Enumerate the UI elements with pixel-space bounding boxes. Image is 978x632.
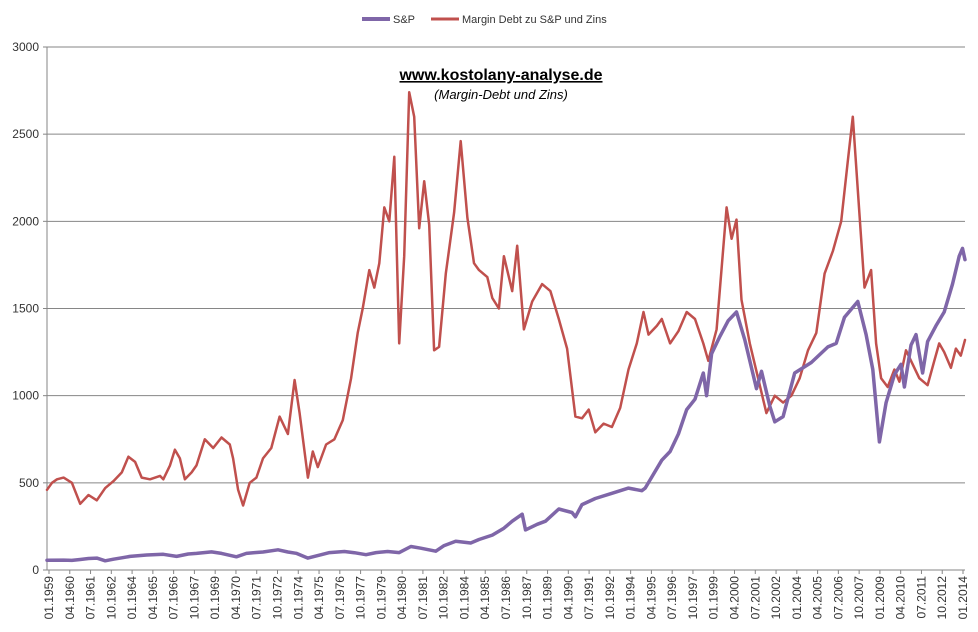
x-tick-label: 01.1974	[291, 576, 305, 620]
series-line-margin-debt	[45, 91, 967, 507]
x-tick-label: 07.1981	[416, 576, 430, 620]
y-tick-label: 0	[32, 563, 39, 577]
x-tick-label: 10.2007	[852, 576, 866, 620]
x-tick-label: 10.1987	[520, 576, 534, 620]
x-tick-label: 01.1959	[42, 576, 56, 620]
x-tick-label: 07.1966	[167, 576, 181, 620]
chart-subtitle: (Margin-Debt und Zins)	[434, 87, 568, 102]
y-tick-label: 500	[19, 476, 39, 490]
x-tick-label: 10.2012	[935, 576, 949, 620]
x-tick-label: 07.2011	[914, 576, 928, 619]
x-tick-label: 07.1961	[84, 576, 98, 620]
x-tick-label: 07.1991	[582, 576, 596, 620]
x-tick-label: 07.1971	[250, 576, 264, 620]
y-tick-label: 1000	[12, 389, 39, 403]
x-tick-label: 10.1982	[437, 576, 451, 620]
legend: S&P Margin Debt zu S&P und Zins	[362, 14, 607, 26]
x-tick-label: 04.1990	[561, 576, 575, 620]
x-tick-label: 07.2006	[831, 576, 845, 620]
x-tick-label: 01.1964	[125, 576, 139, 620]
x-tick-label: 01.1994	[624, 576, 638, 620]
x-tick-label: 04.1980	[395, 576, 409, 620]
series-line-sp	[45, 246, 967, 563]
legend-label-margin-debt: Margin Debt zu S&P und Zins	[462, 14, 607, 26]
grid-lines	[47, 46, 965, 484]
x-tick-labels: 01.1959 04.1960 07.1961 10.1962 01.1964 04.19…	[42, 570, 970, 619]
x-tick-label: 01.1984	[457, 576, 471, 620]
x-tick-label: 01.2009	[873, 576, 887, 620]
x-tick-label: 07.1976	[333, 576, 347, 620]
x-tick-label: 04.2005	[811, 576, 825, 620]
x-tick-label: 01.1989	[541, 576, 555, 620]
x-tick-label: 04.1965	[146, 576, 160, 620]
x-tick-label: 04.2010	[894, 576, 908, 620]
y-tick-labels: 0 500 1000 1500 2000 2500 3000	[12, 40, 47, 577]
x-tick-label: 10.1997	[686, 576, 700, 620]
x-tick-label: 10.1967	[187, 576, 201, 620]
chart-title: www.kostolany-analyse.de	[398, 67, 602, 84]
y-tick-label: 2500	[12, 127, 39, 141]
y-tick-label: 2000	[12, 214, 39, 228]
x-tick-label: 04.1975	[312, 576, 326, 620]
x-tick-label: 07.1996	[665, 576, 679, 620]
y-tick-label: 1500	[12, 302, 39, 316]
x-tick-label: 01.1999	[707, 576, 721, 620]
x-tick-label: 04.2000	[728, 576, 742, 620]
x-tick-label: 10.2002	[769, 576, 783, 620]
x-tick-label: 10.1977	[354, 576, 368, 620]
x-tick-label: 01.2014	[956, 576, 970, 620]
x-tick-label: 10.1972	[271, 576, 285, 620]
x-tick-label: 04.1960	[63, 576, 77, 620]
y-tick-label: 3000	[12, 40, 39, 54]
x-tick-label: 10.1992	[603, 576, 617, 620]
series-lines	[45, 91, 967, 563]
x-tick-label: 04.1985	[478, 576, 492, 620]
x-tick-label: 01.1969	[208, 576, 222, 620]
x-tick-label: 04.1995	[644, 576, 658, 620]
x-tick-label: 01.2004	[790, 576, 804, 620]
x-tick-label: 01.1979	[374, 576, 388, 620]
x-tick-label: 10.1962	[104, 576, 118, 620]
legend-label-sp: S&P	[393, 14, 415, 26]
x-tick-label: 07.2001	[748, 576, 762, 620]
x-tick-label: 07.1986	[499, 576, 513, 620]
x-tick-label: 04.1970	[229, 576, 243, 620]
